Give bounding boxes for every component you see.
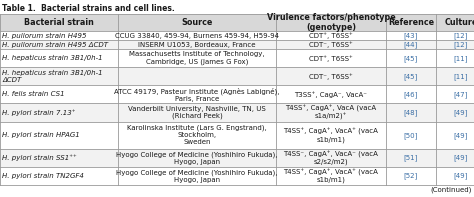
Text: CCUG 33840, 459-94, Burnens 459-94, H59-94: CCUG 33840, 459-94, Burnens 459-94, H59-…	[115, 33, 279, 39]
Text: [44]: [44]	[404, 41, 418, 48]
Text: Karolinska Institute (Lars G. Engstrand),
Stockholm,
Sweden: Karolinska Institute (Lars G. Engstrand)…	[127, 125, 267, 145]
Text: [45]: [45]	[404, 55, 418, 61]
Text: [49]: [49]	[454, 109, 468, 116]
Text: [11]: [11]	[454, 55, 468, 61]
Text: [45]: [45]	[404, 73, 418, 80]
Text: Reference: Reference	[388, 18, 434, 27]
Bar	[0, 85, 474, 103]
Text: T4SS⁻, CagA⁺, VacA⁻ (vacA
s2/s2/m2): T4SS⁻, CagA⁺, VacA⁻ (vacA s2/s2/m2)	[283, 151, 378, 165]
Bar	[0, 67, 474, 85]
Text: (Continued): (Continued)	[430, 187, 472, 193]
Text: Hyogo College of Medicine (Yoshihiro Fukuda),
Hyogo, Japan: Hyogo College of Medicine (Yoshihiro Fuk…	[116, 169, 278, 183]
Text: [48]: [48]	[404, 109, 418, 116]
Bar	[0, 167, 474, 185]
Text: INSERM U1053, Bordeaux, France: INSERM U1053, Bordeaux, France	[138, 42, 256, 48]
Bar	[0, 49, 474, 67]
Text: [12]: [12]	[454, 41, 468, 48]
Bar	[0, 31, 474, 40]
Text: [11]: [11]	[454, 73, 468, 80]
Text: H. pullorum strain H495: H. pullorum strain H495	[2, 33, 87, 39]
Text: [46]: [46]	[404, 91, 418, 98]
Text: H. pylori strain HPAG1: H. pylori strain HPAG1	[2, 132, 80, 138]
Text: [49]: [49]	[454, 173, 468, 179]
Text: ATCC 49179, Pasteur Institute (Agnès Labigné),
Paris, France: ATCC 49179, Pasteur Institute (Agnès Lab…	[114, 87, 280, 102]
Text: [43]: [43]	[404, 32, 418, 39]
Text: Table 1.  Bacterial strains and cell lines.: Table 1. Bacterial strains and cell line…	[2, 4, 175, 13]
Text: Source: Source	[182, 18, 213, 27]
Text: Virulence factors/phenotype
(genotype): Virulence factors/phenotype (genotype)	[266, 13, 395, 32]
Text: T4SS⁺, CagA⁺, VacA⁺ (vacA
s1b/m1): T4SS⁺, CagA⁺, VacA⁺ (vacA s1b/m1)	[283, 128, 378, 143]
Bar	[0, 122, 474, 149]
Text: T4SS⁺, CagA⁺, VacA (vacA
s1a/m2)⁺: T4SS⁺, CagA⁺, VacA (vacA s1a/m2)⁺	[285, 105, 376, 120]
Text: [47]: [47]	[454, 91, 468, 98]
Text: Hyogo College of Medicine (Yoshihiro Fukuda),
Hyogo, Japan: Hyogo College of Medicine (Yoshihiro Fuk…	[116, 151, 278, 164]
Bar	[0, 40, 474, 49]
Text: T3SS⁺, CagA⁻, VacA⁻: T3SS⁺, CagA⁻, VacA⁻	[294, 91, 367, 98]
Text: [49]: [49]	[454, 132, 468, 138]
Text: CDT⁻, T6SS⁺: CDT⁻, T6SS⁺	[309, 41, 353, 48]
Text: [50]: [50]	[404, 132, 418, 138]
Bar	[0, 103, 474, 122]
Bar	[0, 149, 474, 167]
Text: H. hepaticus strain 3B1/0h-1: H. hepaticus strain 3B1/0h-1	[2, 55, 103, 61]
Text: [49]: [49]	[454, 154, 468, 161]
Text: T4SS⁺, CagA⁺, VacA⁺ (vacA
s1b/m1): T4SS⁺, CagA⁺, VacA⁺ (vacA s1b/m1)	[283, 169, 378, 183]
Text: H. hepaticus strain 3B1/0h-1
ΔCDT: H. hepaticus strain 3B1/0h-1 ΔCDT	[2, 70, 103, 83]
Text: [12]: [12]	[454, 32, 468, 39]
Text: H. pullorum strain H495 ΔCDT: H. pullorum strain H495 ΔCDT	[2, 42, 109, 48]
Text: Massachusetts Institute of Technology,
Cambridge, US (James G Fox): Massachusetts Institute of Technology, C…	[129, 51, 265, 65]
Text: Vanderbilt University, Nashville, TN, US
(Richard Peek): Vanderbilt University, Nashville, TN, US…	[128, 106, 266, 119]
Text: H. pylori strain SS1⁺⁺: H. pylori strain SS1⁺⁺	[2, 154, 77, 161]
Text: Bacterial strain: Bacterial strain	[24, 18, 94, 27]
Text: H. felis strain CS1: H. felis strain CS1	[2, 91, 65, 97]
Text: CDT⁺, T6SS⁺: CDT⁺, T6SS⁺	[309, 55, 353, 61]
Text: CDT⁻, T6SS⁺: CDT⁻, T6SS⁺	[309, 73, 353, 80]
Text: [51]: [51]	[404, 154, 418, 161]
Text: [52]: [52]	[404, 173, 418, 179]
Text: CDT⁺, T6SS⁺: CDT⁺, T6SS⁺	[309, 32, 353, 39]
Text: H. pylori strain TN2GF4: H. pylori strain TN2GF4	[2, 173, 84, 179]
Text: Culture: Culture	[444, 18, 474, 27]
Text: H. pylori strain 7.13⁺: H. pylori strain 7.13⁺	[2, 109, 76, 116]
Bar	[0, 14, 474, 31]
